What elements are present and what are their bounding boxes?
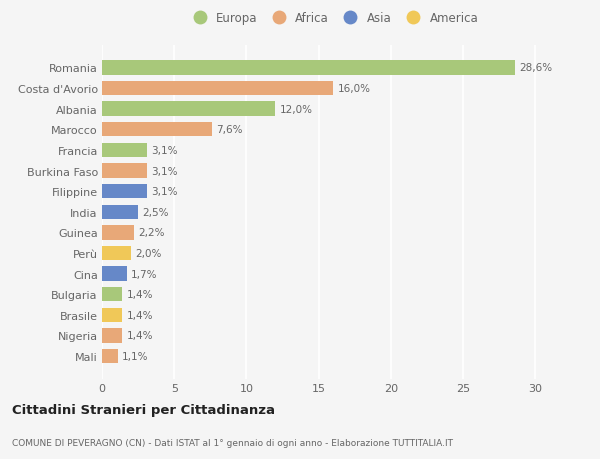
Bar bbox=[102, 308, 122, 322]
Bar bbox=[102, 164, 147, 179]
Text: 28,6%: 28,6% bbox=[519, 63, 553, 73]
Bar bbox=[102, 226, 134, 240]
Bar bbox=[102, 143, 147, 158]
Text: 12,0%: 12,0% bbox=[280, 104, 313, 114]
Bar bbox=[102, 82, 333, 96]
Bar bbox=[102, 329, 122, 343]
Text: 2,2%: 2,2% bbox=[138, 228, 164, 238]
Text: 7,6%: 7,6% bbox=[216, 125, 242, 135]
Bar bbox=[102, 287, 122, 302]
Text: 1,4%: 1,4% bbox=[127, 331, 153, 341]
Text: 16,0%: 16,0% bbox=[337, 84, 370, 94]
Bar bbox=[102, 205, 138, 219]
Text: 1,1%: 1,1% bbox=[122, 351, 149, 361]
Text: 2,5%: 2,5% bbox=[142, 207, 169, 217]
Legend: Europa, Africa, Asia, America: Europa, Africa, Asia, America bbox=[188, 12, 478, 25]
Text: 1,4%: 1,4% bbox=[127, 310, 153, 320]
Text: Cittadini Stranieri per Cittadinanza: Cittadini Stranieri per Cittadinanza bbox=[12, 403, 275, 416]
Text: 2,0%: 2,0% bbox=[135, 248, 161, 258]
Text: COMUNE DI PEVERAGNO (CN) - Dati ISTAT al 1° gennaio di ogni anno - Elaborazione : COMUNE DI PEVERAGNO (CN) - Dati ISTAT al… bbox=[12, 438, 453, 447]
Bar bbox=[102, 185, 147, 199]
Text: 3,1%: 3,1% bbox=[151, 146, 178, 156]
Text: 1,4%: 1,4% bbox=[127, 290, 153, 300]
Text: 1,7%: 1,7% bbox=[131, 269, 157, 279]
Text: 3,1%: 3,1% bbox=[151, 166, 178, 176]
Bar bbox=[102, 61, 515, 75]
Bar bbox=[102, 246, 131, 261]
Text: 3,1%: 3,1% bbox=[151, 187, 178, 197]
Bar bbox=[102, 349, 118, 364]
Bar bbox=[102, 102, 275, 117]
Bar bbox=[102, 123, 212, 137]
Bar bbox=[102, 267, 127, 281]
